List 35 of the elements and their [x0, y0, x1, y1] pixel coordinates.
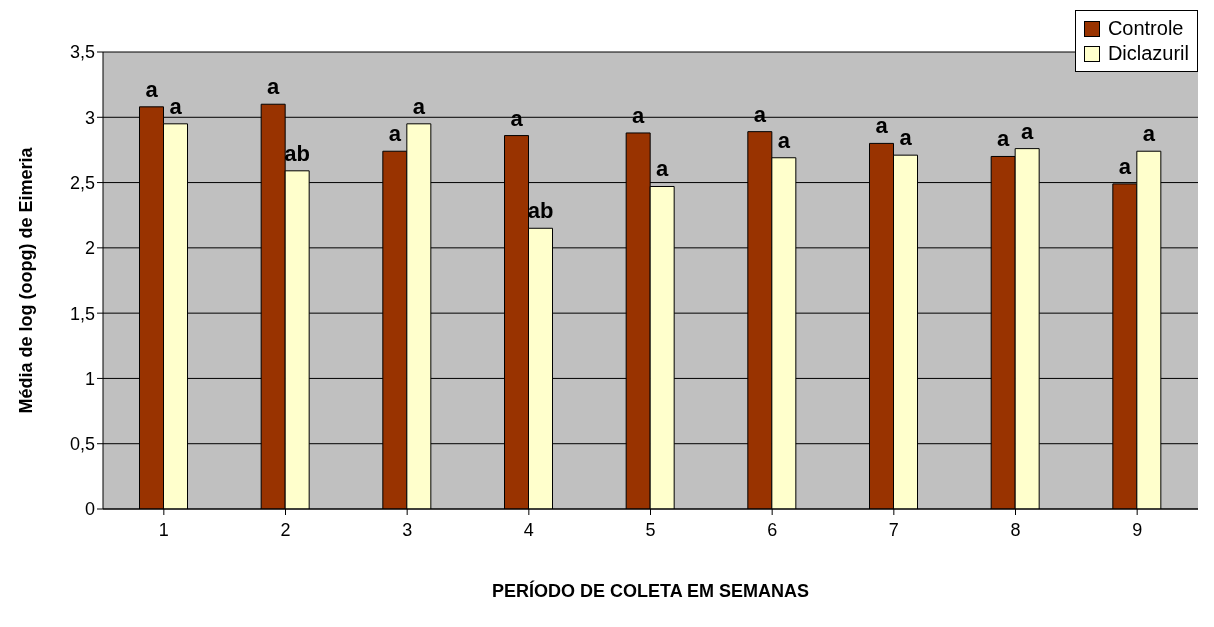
- data-label: a: [899, 125, 913, 151]
- y-tick-label: 0: [84, 499, 95, 520]
- data-label: a: [145, 76, 159, 102]
- x-tick-label: 1: [158, 519, 169, 540]
- x-tick-label: 2: [280, 519, 291, 540]
- y-tick-label: 2: [84, 238, 95, 259]
- x-tick-label: 8: [1010, 519, 1021, 540]
- data-label: a: [267, 74, 281, 100]
- data-label: a: [656, 156, 670, 182]
- x-tick-label: 9: [1132, 519, 1143, 540]
- y-tick-label: 1,5: [69, 303, 95, 324]
- y-tick-label: 0,5: [69, 434, 95, 455]
- y-tick-label: 3: [84, 107, 95, 128]
- x-tick-label: 4: [523, 519, 534, 540]
- legend-label: Diclazuril: [1107, 42, 1189, 65]
- x-tick-label: 7: [888, 519, 899, 540]
- y-axis-title: Média de log (oopg) de Eimeria: [16, 146, 37, 414]
- data-label: a: [875, 113, 889, 139]
- x-tick-label: 3: [402, 519, 413, 540]
- data-label: a: [1142, 121, 1156, 147]
- data-label: a: [777, 127, 791, 153]
- x-axis-title: PERÍODO DE COLETA EM SEMANAS: [491, 580, 810, 601]
- data-label: a: [412, 93, 426, 119]
- y-tick-label: 1: [84, 368, 95, 389]
- y-tick-label: 2,5: [69, 172, 95, 193]
- data-label: a: [1021, 118, 1035, 144]
- data-label: a: [388, 121, 402, 147]
- data-label: a: [997, 126, 1011, 152]
- x-tick-label: 5: [645, 519, 656, 540]
- y-tick-label: 3,5: [69, 42, 95, 63]
- data-label: a: [1118, 153, 1132, 179]
- data-label: ab: [527, 198, 554, 224]
- data-label: a: [169, 93, 183, 119]
- x-tick-label: 6: [767, 519, 778, 540]
- legend-label: Controle: [1107, 17, 1184, 40]
